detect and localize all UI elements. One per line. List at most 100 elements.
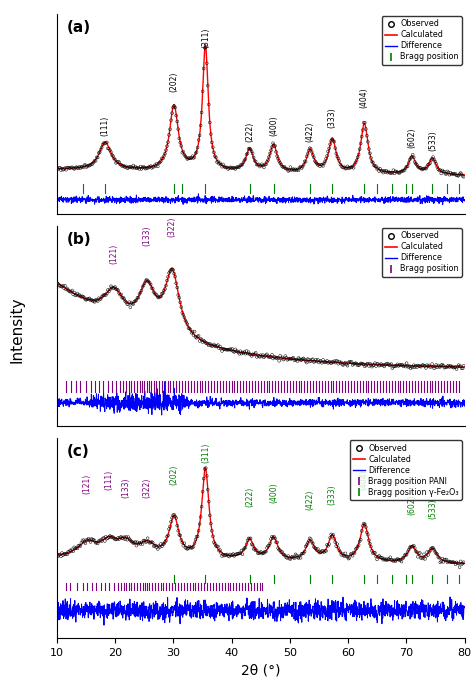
Point (231, 344, 239, 355)
Point (220, 550, 228, 561)
Point (73, 543, 81, 554)
Point (153, 158, 161, 169)
Point (193, 332, 201, 343)
Point (184, 153, 192, 164)
Point (426, 158, 434, 169)
Point (58, 547, 66, 558)
Point (142, 163, 149, 174)
Point (68, 162, 76, 173)
Point (383, 165, 390, 176)
Point (411, 156, 419, 167)
Point (72, 290, 79, 301)
Point (444, 361, 451, 372)
Point (391, 168, 398, 179)
Point (431, 361, 439, 372)
Point (404, 161, 411, 172)
Point (350, 358, 357, 369)
Point (129, 160, 137, 171)
Point (229, 549, 237, 560)
Point (62, 548, 70, 559)
Point (119, 292, 127, 303)
Point (297, 355, 304, 366)
Point (271, 352, 279, 363)
Point (267, 534, 275, 545)
Point (172, 511, 179, 522)
Point (99, 290, 107, 301)
Point (222, 549, 230, 560)
Point (192, 534, 200, 545)
Point (435, 360, 442, 371)
Point (107, 281, 115, 292)
Point (127, 534, 134, 545)
Point (336, 156, 343, 167)
Point (393, 167, 401, 178)
Point (321, 356, 329, 367)
Point (87, 295, 94, 306)
Point (114, 156, 122, 167)
Point (257, 160, 264, 171)
Point (231, 549, 239, 560)
Point (157, 539, 164, 549)
Point (211, 539, 219, 549)
Point (233, 346, 240, 357)
Point (71, 542, 78, 553)
Point (424, 361, 432, 372)
Point (291, 355, 298, 366)
Point (417, 362, 425, 372)
Point (276, 351, 284, 362)
Point (390, 556, 397, 567)
Point (75, 540, 83, 551)
Point (186, 152, 193, 163)
Point (92, 537, 100, 548)
Point (396, 359, 403, 370)
Point (281, 549, 288, 560)
Point (436, 165, 443, 176)
Point (341, 162, 348, 173)
Point (277, 159, 285, 170)
Point (196, 130, 203, 141)
Text: (602): (602) (408, 128, 417, 148)
Point (173, 512, 180, 523)
Point (285, 165, 293, 176)
Point (137, 161, 144, 172)
Point (226, 344, 233, 355)
Point (130, 163, 138, 174)
Point (303, 151, 310, 162)
Point (272, 146, 280, 157)
Point (285, 353, 293, 364)
Text: (602): (602) (408, 495, 417, 515)
Point (166, 266, 174, 277)
Point (152, 540, 160, 551)
Point (94, 538, 101, 549)
Point (259, 547, 267, 558)
Point (212, 341, 220, 352)
Point (424, 159, 432, 170)
Point (352, 157, 359, 168)
Point (116, 289, 124, 300)
Point (78, 161, 85, 172)
Point (324, 146, 332, 157)
Point (306, 356, 313, 367)
Point (182, 315, 189, 326)
Point (255, 159, 263, 170)
Point (341, 358, 348, 369)
Point (367, 359, 375, 370)
Point (454, 170, 461, 181)
Point (105, 532, 113, 543)
Point (405, 362, 412, 372)
Point (383, 167, 391, 178)
Point (104, 532, 112, 543)
Point (264, 351, 272, 362)
Point (278, 352, 286, 363)
Point (267, 145, 275, 156)
Point (451, 169, 458, 180)
Point (367, 541, 375, 552)
Point (170, 268, 178, 279)
Point (293, 354, 301, 365)
Point (247, 533, 255, 544)
Point (347, 549, 355, 560)
Point (96, 294, 103, 305)
Point (442, 362, 449, 372)
Point (92, 294, 100, 305)
Point (206, 338, 214, 349)
